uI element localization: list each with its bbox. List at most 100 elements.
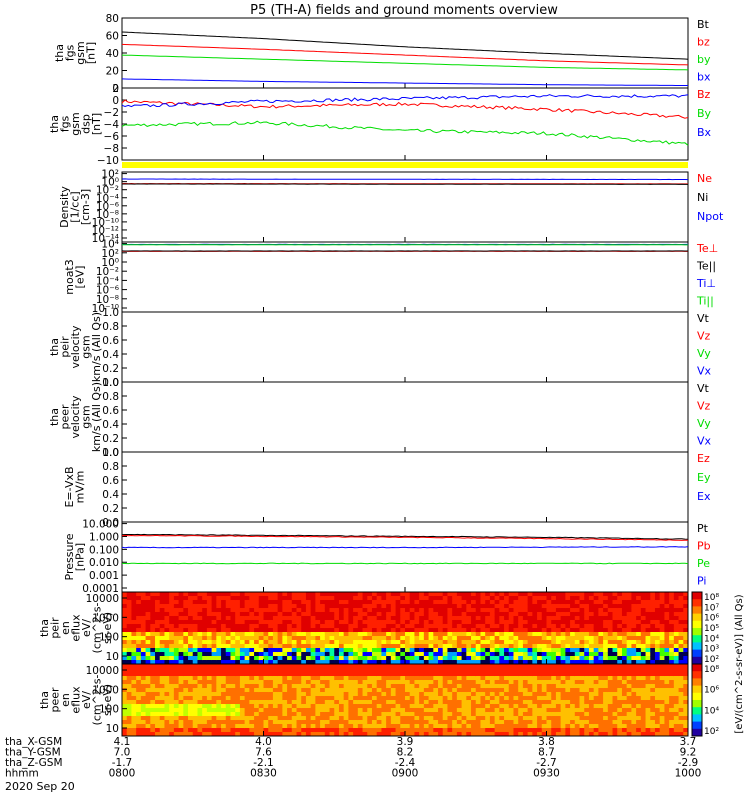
spectrogram-cell: [409, 684, 415, 689]
spectrogram-cell: [390, 648, 396, 653]
spectrogram-cell: [334, 696, 340, 701]
spectrogram-cell: [593, 728, 599, 733]
spectrogram-cell: [164, 632, 170, 637]
axis-row-value: 0930: [533, 768, 560, 780]
spectrogram-cell: [475, 720, 481, 725]
spectrogram-cell: [447, 600, 453, 605]
spectrogram-cell: [183, 716, 189, 721]
spectrogram-cell: [560, 620, 566, 625]
spectrogram-cell: [145, 616, 151, 621]
spectrogram-cell: [334, 732, 340, 737]
spectrogram-cell: [621, 612, 628, 617]
spectrogram-cell: [282, 688, 288, 693]
spectrogram-cell: [527, 668, 533, 673]
spectrogram-cell: [320, 600, 326, 605]
spectrogram-cell: [211, 676, 217, 681]
spectrogram-cell: [438, 624, 444, 629]
spectrogram-cell: [272, 644, 279, 649]
y-tick-label: 10⁻¹⁴: [92, 233, 119, 245]
spectrogram-cell: [221, 724, 227, 729]
spectrogram-cell: [683, 668, 689, 673]
spectrogram-cell: [456, 720, 462, 725]
spectrogram-cell: [579, 612, 585, 617]
spectrogram-cell: [504, 592, 510, 597]
spectrogram-cell: [626, 664, 632, 669]
spectrogram-cell: [272, 604, 279, 609]
spectrogram-cell: [296, 652, 302, 657]
panels: 020406080thafgsgsm[nT]Btbzbybx−10−8−6−4−…: [38, 13, 745, 737]
spectrogram-cell: [419, 592, 425, 597]
spectrogram-cell: [522, 672, 529, 677]
spectrogram-cell: [499, 700, 505, 705]
spectrogram-cell: [362, 680, 368, 685]
spectrogram-cell: [334, 668, 340, 673]
spectrogram-cell: [230, 696, 236, 701]
spectrogram-cell: [367, 632, 373, 637]
spectrogram-cell: [631, 644, 637, 649]
spectrogram-cell: [239, 592, 246, 597]
spectrogram-cell: [126, 628, 132, 633]
spectrogram-cell: [381, 724, 387, 729]
spectrogram-cell: [584, 660, 590, 665]
spectrogram-cell: [338, 604, 345, 609]
y-axis-label: [nT]: [90, 113, 103, 135]
spectrogram-cell: [485, 684, 491, 689]
spectrogram-cell: [617, 664, 623, 669]
spectrogram-cell: [136, 616, 142, 621]
spectrogram-cell: [272, 708, 279, 713]
spectrogram-cell: [560, 592, 566, 597]
spectrogram-cell: [584, 652, 590, 657]
spectrogram-cell: [527, 656, 533, 661]
spectrogram-cell: [268, 624, 274, 629]
spectrogram-cell: [211, 704, 217, 709]
spectrogram-cell: [640, 628, 646, 633]
spectrogram-cell: [155, 672, 161, 677]
spectrogram-cell: [678, 724, 684, 729]
spectrogram-cell: [405, 628, 411, 633]
spectrogram-cell: [390, 728, 396, 733]
spectrogram-cell: [202, 732, 208, 737]
spectrogram-cell: [433, 600, 439, 605]
spectrogram-cell: [485, 732, 491, 737]
spectrogram-cell: [626, 720, 632, 725]
spectrogram-cell: [254, 728, 260, 733]
spectrogram-cell: [268, 608, 274, 613]
spectrogram-cell: [551, 668, 557, 673]
spectrogram-cell: [593, 676, 599, 681]
spectrogram-cell: [296, 696, 302, 701]
spectrogram-cell: [485, 620, 491, 625]
spectrogram-cell: [239, 600, 246, 605]
spectrogram-cell: [409, 620, 415, 625]
spectrogram-cell: [192, 644, 198, 649]
spectrogram-cell: [565, 724, 571, 729]
spectrogram-cell: [598, 624, 604, 629]
spectrogram-cell: [428, 592, 434, 597]
spectrogram-cell: [324, 628, 330, 633]
spectrogram-cell: [645, 608, 651, 613]
spectrogram-cell: [150, 616, 156, 621]
spectrogram-cell: [362, 628, 368, 633]
spectrogram-cell: [334, 692, 340, 697]
spectrogram-cell: [593, 672, 599, 677]
spectrogram-cell: [405, 720, 411, 725]
spectrogram-cell: [159, 684, 165, 689]
spectrogram-cell: [485, 616, 491, 621]
spectrogram-cell: [367, 616, 373, 621]
spectrogram-cell: [607, 712, 613, 717]
spectrogram-cell: [584, 640, 590, 645]
y-tick-label: 80: [106, 13, 119, 25]
spectrogram-cell: [654, 648, 661, 653]
spectrogram-cell: [258, 612, 264, 617]
spectrogram-cell: [192, 628, 198, 633]
spectrogram-cell: [617, 604, 623, 609]
spectrogram-cell: [367, 596, 373, 601]
spectrogram-cell: [508, 644, 514, 649]
spectrogram-cell: [353, 692, 359, 697]
y-tick-label: 0.0: [102, 517, 119, 529]
spectrogram-cell: [230, 608, 236, 613]
spectrogram-cell: [155, 684, 161, 689]
spectrogram-cell: [159, 668, 165, 673]
spectrogram-cell: [518, 668, 524, 673]
spectrogram-cell: [499, 708, 505, 713]
spectrogram-cell: [296, 644, 302, 649]
